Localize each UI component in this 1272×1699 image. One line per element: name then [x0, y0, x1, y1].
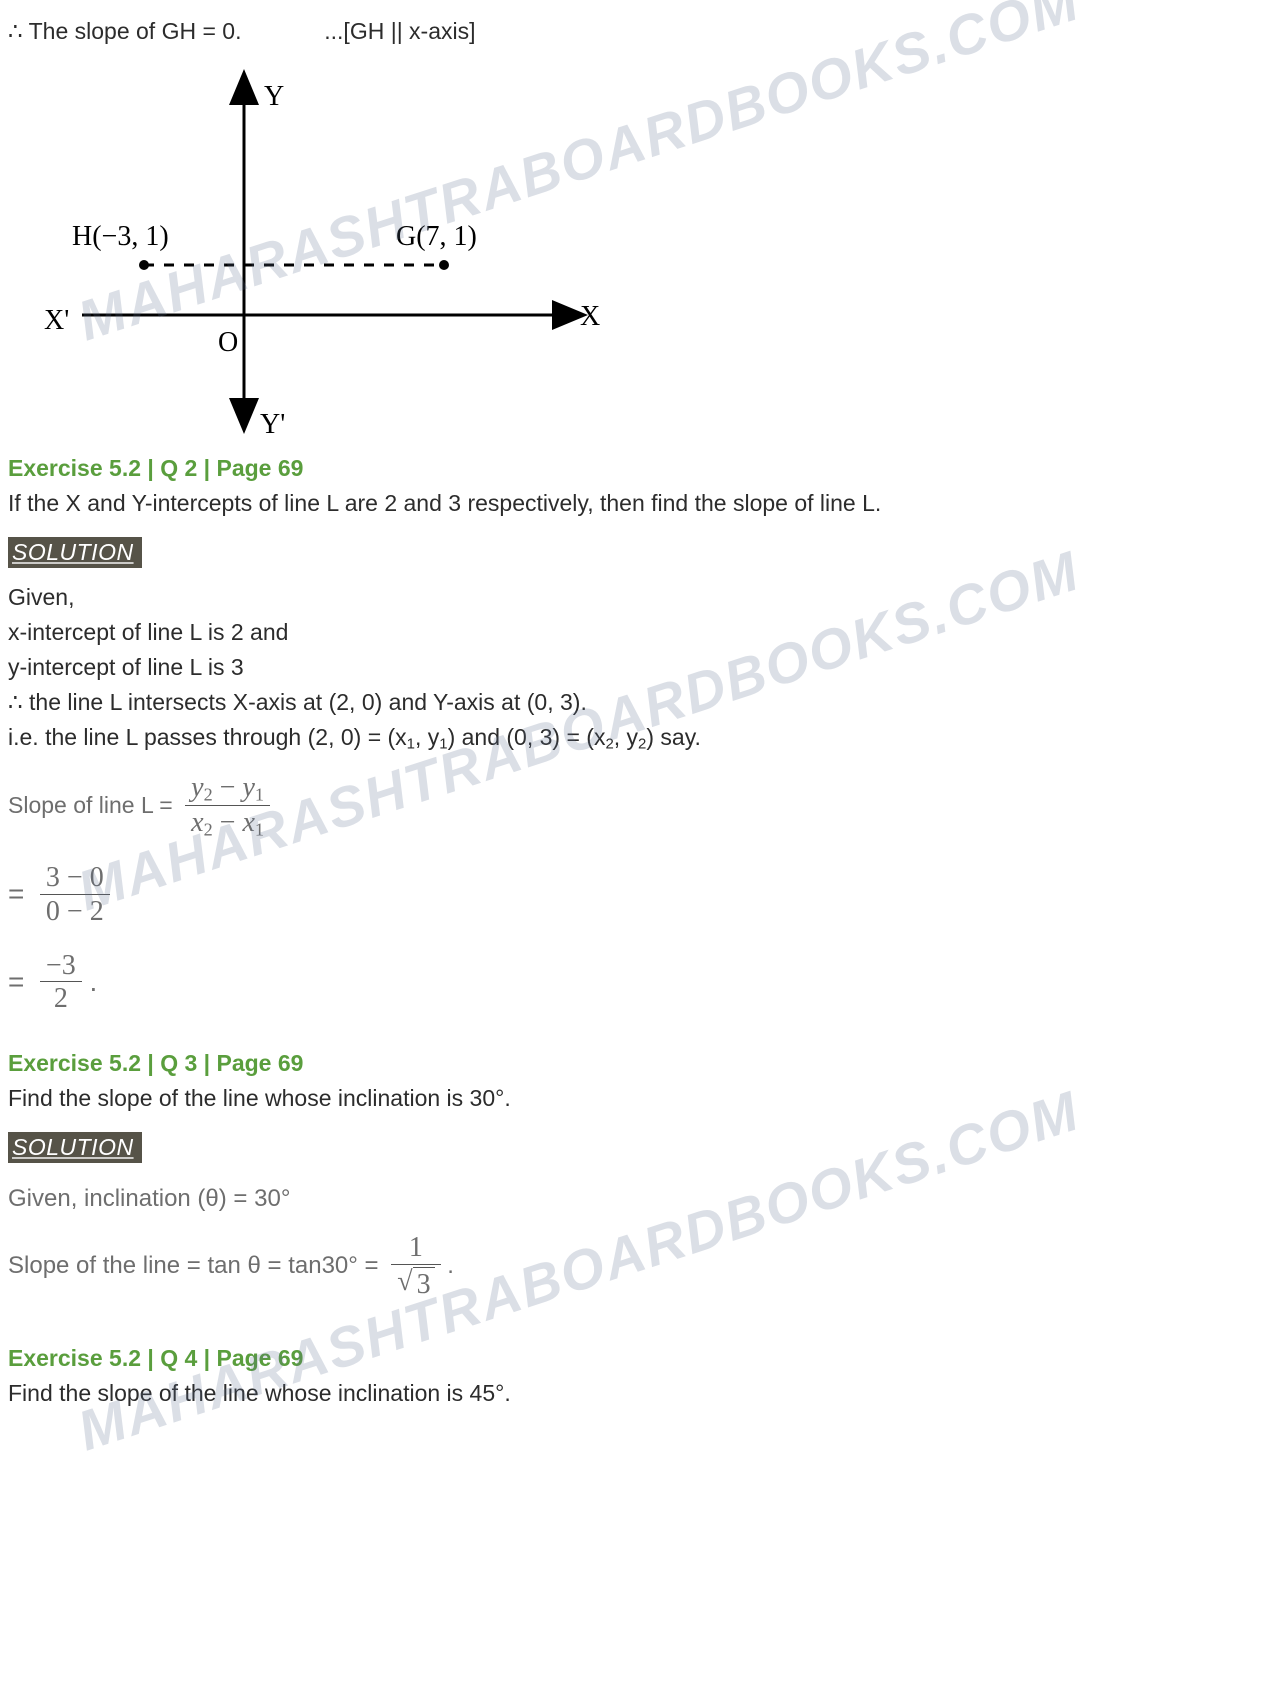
svg-text:H(−3, 1): H(−3, 1)	[72, 221, 169, 252]
q2-sol-line-0: Given,	[8, 582, 1264, 613]
q2-sol-line-2: y-intercept of line L is 3	[8, 652, 1264, 683]
q2-solution-label: SOLUTION	[8, 537, 142, 568]
q3-solution-label: SOLUTION	[8, 1132, 142, 1163]
q2-step3-den: 2	[40, 982, 82, 1016]
q3-result-num: 1	[391, 1233, 440, 1265]
q4-heading: Exercise 5.2 | Q 4 | Page 69	[8, 1343, 1264, 1374]
svg-text:Y: Y	[264, 81, 284, 112]
coord-diagram-svg: Y Y' X X' O H(−3, 1) G(7, 1)	[44, 55, 604, 435]
q2-step2-den: 0 − 2	[40, 895, 110, 929]
q2-step3-num: −3	[40, 951, 82, 983]
coord-diagram: Y Y' X X' O H(−3, 1) G(7, 1)	[44, 55, 1264, 435]
q2-step2: = 3 − 0 0 − 2	[8, 863, 1264, 928]
q3-question: Find the slope of the line whose inclina…	[8, 1083, 1264, 1114]
q3-slope: Slope of the line = tan θ = tan30° = 1 √…	[8, 1233, 1264, 1301]
q2-sol-line-3: ∴ the line L intersects X-axis at (2, 0)…	[8, 687, 1264, 718]
q2-slope-formula: Slope of line L = y2 − y1 x2 − x1	[8, 773, 1264, 841]
top-statement: ∴ The slope of GH = 0. ...[GH || x-axis]	[8, 16, 1264, 47]
q2-slope-lead: Slope of line L =	[8, 792, 173, 818]
q3-slope-lead: Slope of the line = tan θ = tan30° =	[8, 1253, 379, 1280]
q2-sol-line-4: i.e. the line L passes through (2, 0) = …	[8, 722, 1264, 755]
svg-text:X': X'	[44, 305, 69, 336]
top-statement-prefix: ∴ The slope of GH = 0.	[8, 18, 241, 44]
q2-step2-num: 3 − 0	[40, 863, 110, 895]
svg-text:O: O	[218, 327, 238, 358]
q2-heading: Exercise 5.2 | Q 2 | Page 69	[8, 453, 1264, 484]
svg-text:Y': Y'	[260, 409, 285, 435]
q4-question: Find the slope of the line whose inclina…	[8, 1378, 1264, 1409]
q3-result-den: 3	[413, 1267, 435, 1302]
svg-text:G(7, 1): G(7, 1)	[396, 221, 477, 252]
q2-step3: = −3 2 .	[8, 951, 1264, 1016]
q3-given: Given, inclination (θ) = 30°	[8, 1183, 1264, 1215]
q2-sol-line-1: x-intercept of line L is 2 and	[8, 617, 1264, 648]
q3-heading: Exercise 5.2 | Q 3 | Page 69	[8, 1048, 1264, 1079]
q2-question: If the X and Y-intercepts of line L are …	[8, 488, 1264, 519]
top-statement-suffix: ...[GH || x-axis]	[324, 18, 475, 44]
svg-text:X: X	[580, 301, 600, 332]
